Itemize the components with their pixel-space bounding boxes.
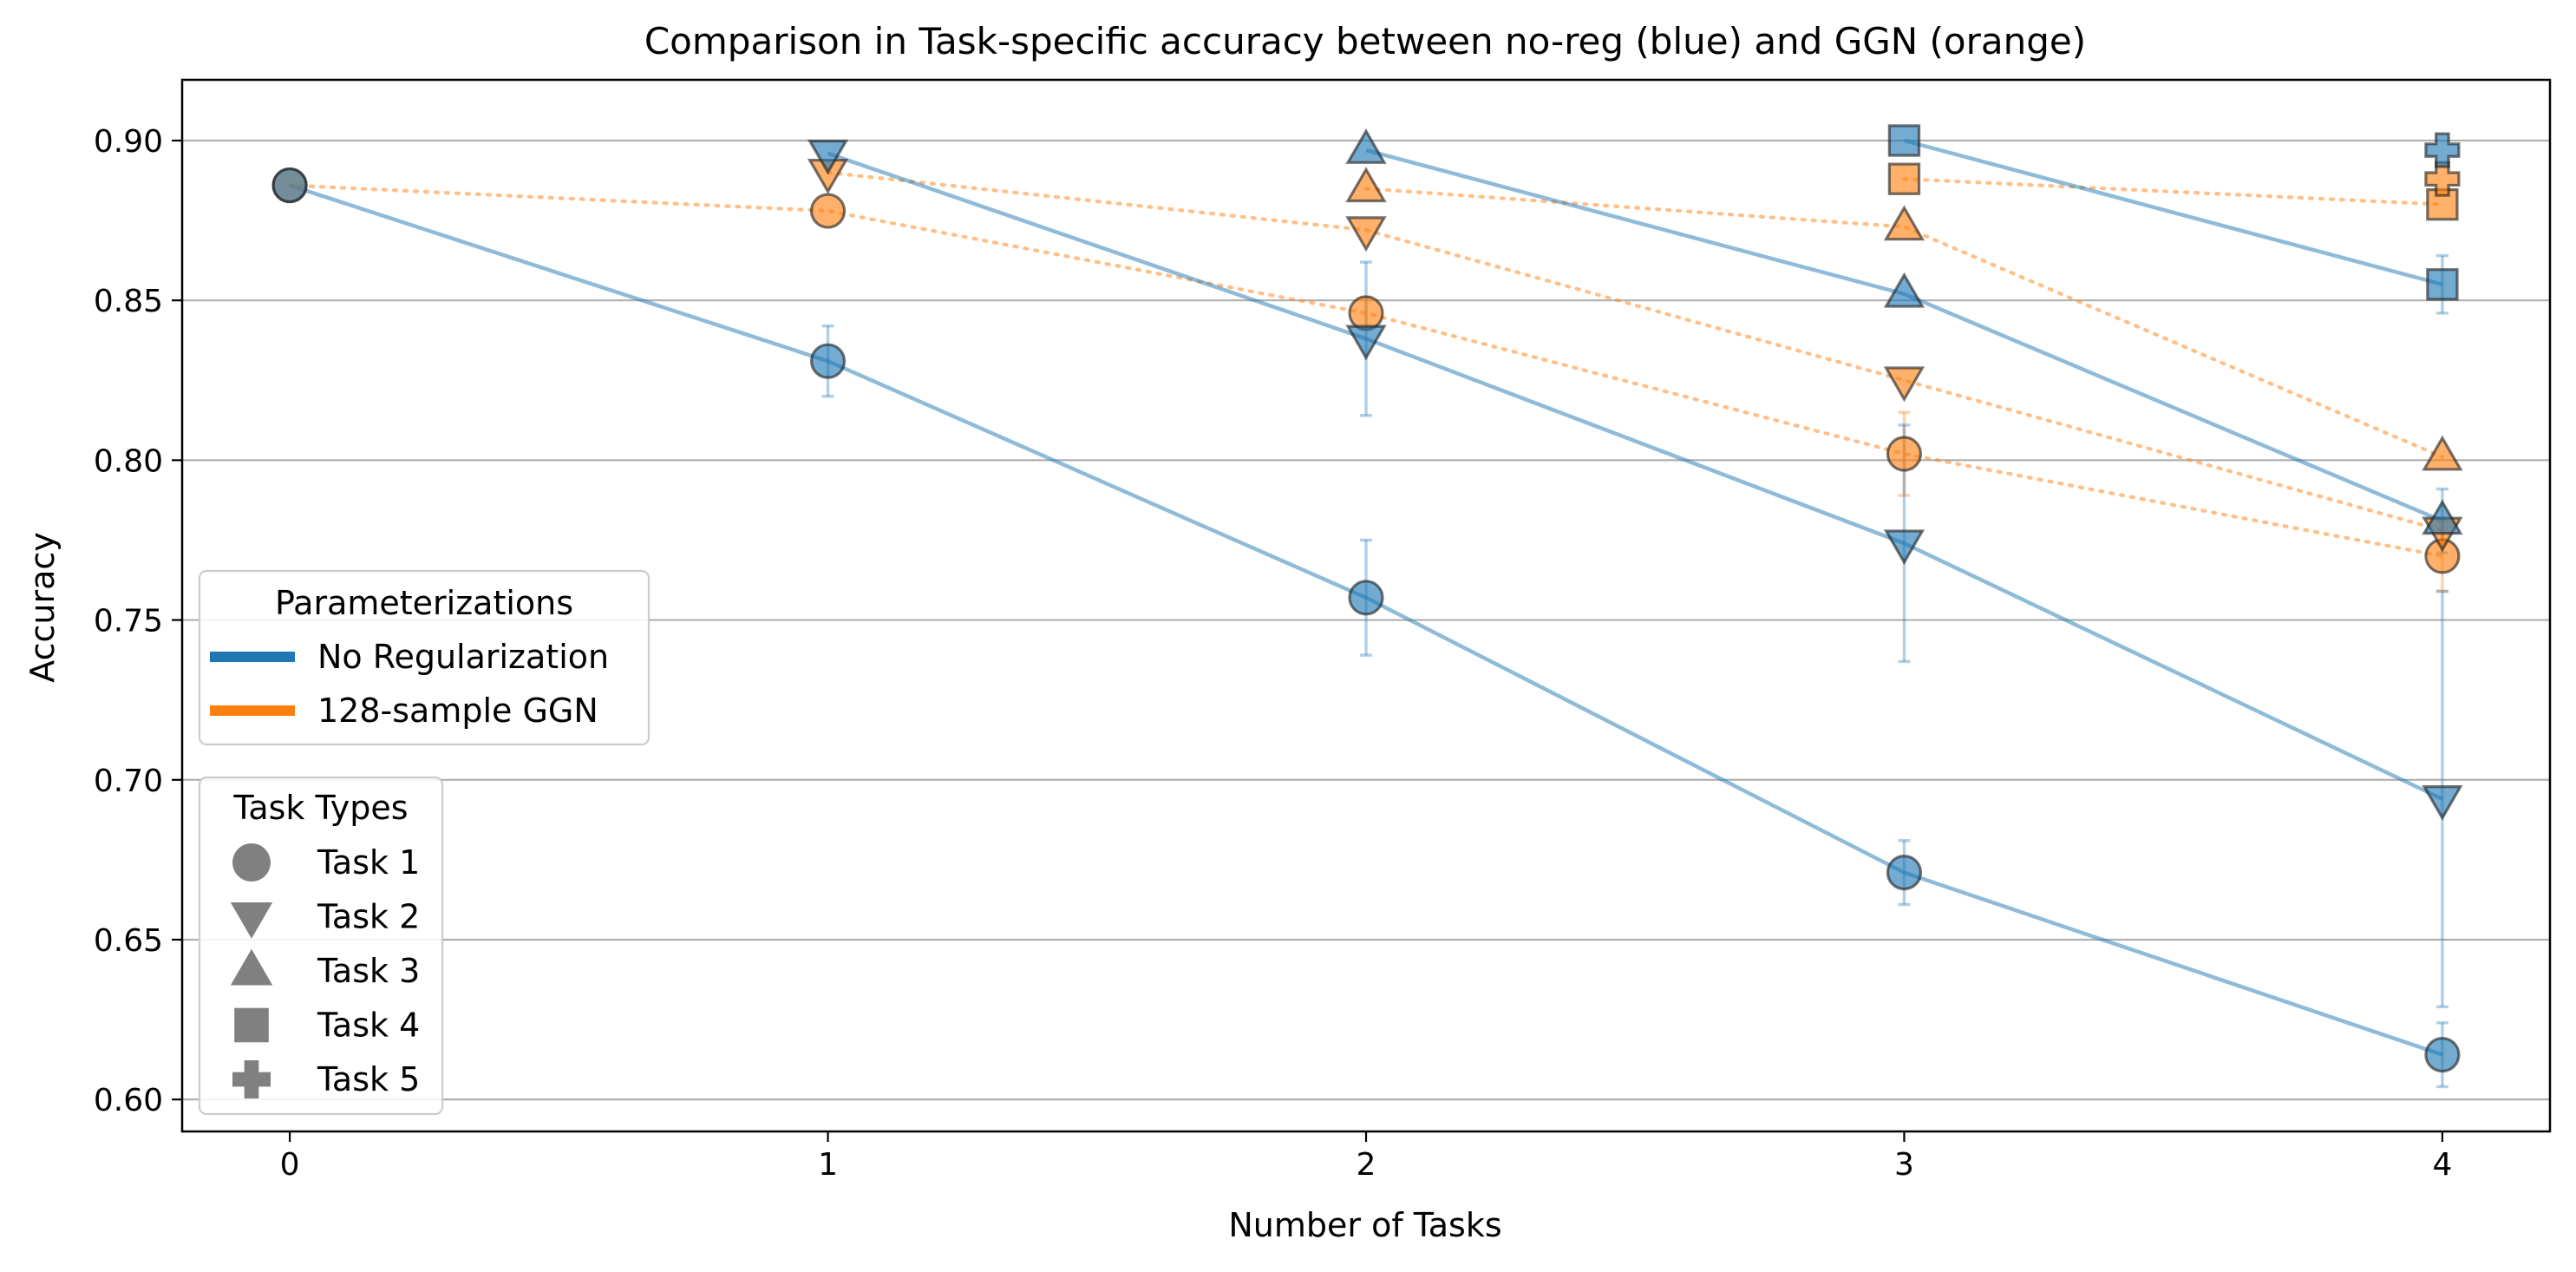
point-noreg-task-5	[2424, 132, 2461, 168]
x-tick-label: 1	[818, 1147, 838, 1183]
point-ggn-task-2	[1883, 366, 1925, 403]
data-points	[271, 124, 2463, 1073]
point-noreg-task-1	[809, 343, 847, 379]
legend-entry-label: Task 4	[317, 1006, 420, 1045]
legend-entry-label: Task 3	[317, 952, 420, 990]
point-ggn-task-3	[2422, 435, 2463, 471]
legend-entry-label: Task 2	[317, 898, 420, 936]
series-line-ggn-task-4	[1902, 177, 2445, 207]
legend-marker-triangle-up	[230, 948, 273, 986]
x-tick-label: 4	[2432, 1147, 2452, 1183]
x-tick-label: 0	[280, 1147, 300, 1183]
point-noreg-task-3	[1883, 272, 1925, 308]
y-tick-label: 0.60	[94, 1083, 163, 1118]
point-ggn-task-2	[1345, 216, 1387, 252]
legend-entry-label: No Regularization	[317, 638, 609, 676]
legend-marker-triangle-down	[230, 902, 273, 939]
point-noreg-task-1	[1348, 580, 1384, 616]
point-noreg-task-2	[1883, 529, 1925, 566]
series-line-ggn-task-2	[826, 170, 2445, 533]
legend-parameterizations: Parameterizations No Regularization 128-sa…	[198, 569, 651, 746]
point-ggn-task-4	[1887, 162, 1921, 195]
y-axis-label: Accuracy	[23, 532, 62, 683]
point-noreg-task-2	[807, 139, 849, 175]
point-noreg-task-1	[271, 167, 308, 204]
legend-marker-square	[234, 1007, 269, 1043]
point-ggn-task-1	[1348, 295, 1384, 331]
x-tick-label: 2	[1357, 1147, 1376, 1183]
y-tick-label: 0.90	[94, 124, 163, 160]
y-tick-label: 0.75	[94, 604, 163, 639]
point-ggn-task-3	[1345, 167, 1387, 203]
legend-title: Parameterizations	[275, 584, 573, 622]
point-noreg-task-2	[2422, 785, 2463, 821]
x-tick-label: 3	[1894, 1147, 1914, 1183]
legend-marker-circle	[232, 843, 271, 882]
point-noreg-task-3	[2422, 499, 2463, 535]
point-noreg-task-4	[1887, 124, 1921, 157]
legend-entry-label: Task 5	[317, 1060, 420, 1098]
series-line-noreg-task-2	[827, 151, 2443, 801]
y-tick-label: 0.85	[94, 284, 163, 319]
series-line-noreg-task-4	[1903, 138, 2443, 286]
legend-entry-label: 128-sample GGN	[317, 692, 598, 730]
chart-title: Comparison in Task-specific accuracy bet…	[644, 20, 2086, 62]
point-ggn-task-1	[809, 193, 847, 229]
legend-marker-plus	[232, 1060, 271, 1098]
point-ggn-task-1	[1886, 436, 1923, 472]
axis-ticks: 0.60 0.65 0.70 0.75 0.80 0.85 0.90 0 1 2 3 4	[94, 124, 2453, 1183]
point-noreg-task-2	[1345, 325, 1387, 361]
point-noreg-task-3	[1345, 128, 1387, 164]
x-axis-label: Number of Tasks	[1228, 1206, 1501, 1244]
legend-box	[198, 569, 651, 746]
legend-title: Task Types	[232, 789, 408, 827]
y-tick-label: 0.65	[94, 923, 163, 959]
point-noreg-task-1	[1886, 855, 1923, 891]
legend-task-types: Task Types Task 1 Task 2 Task 3 Task 4 Task 5	[198, 776, 444, 1116]
legend-entry-label: Task 1	[317, 843, 420, 882]
y-tick-label: 0.70	[94, 764, 163, 799]
y-tick-label: 0.80	[94, 443, 163, 479]
point-noreg-task-1	[2424, 1036, 2461, 1073]
point-ggn-task-3	[1883, 205, 1925, 241]
point-noreg-task-4	[2426, 268, 2459, 301]
point-ggn-task-5	[2424, 161, 2461, 197]
